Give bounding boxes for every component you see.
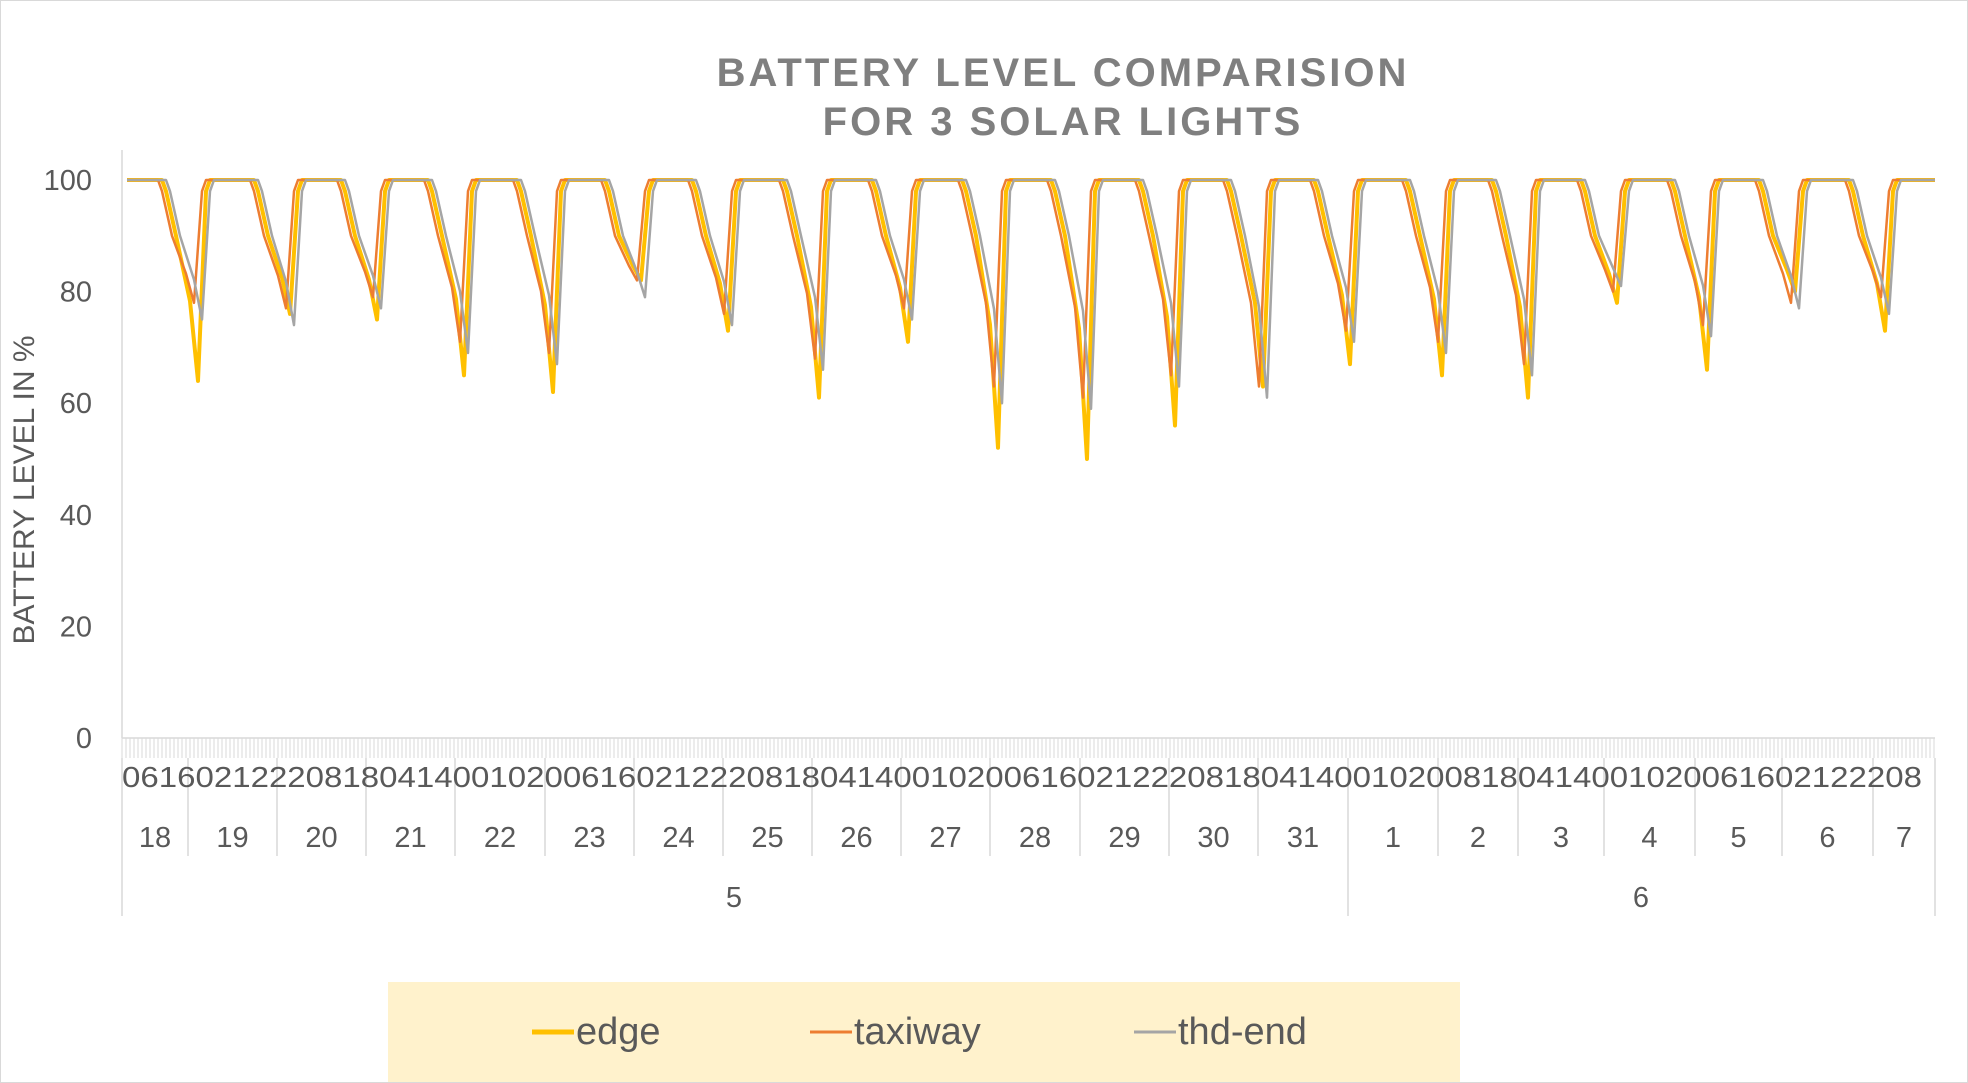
day-label: 6 — [1819, 822, 1835, 854]
series-lines — [127, 178, 1935, 461]
day-label: 26 — [840, 822, 872, 854]
day-label: 21 — [394, 822, 426, 854]
axes — [121, 150, 1936, 916]
day-label: 4 — [1641, 822, 1657, 854]
month-label: 5 — [726, 882, 742, 914]
day-label: 30 — [1197, 822, 1229, 854]
legend: edge taxiway thd-end — [532, 1011, 1307, 1053]
legend-label-thd-end: thd-end — [1178, 1011, 1307, 1053]
day-label: 3 — [1553, 822, 1569, 854]
legend-label-taxiway: taxiway — [854, 1011, 981, 1053]
day-labels: 18 19 20 21 22 23 24 25 26 27 28 29 30 31 1 2 3 4 5 6 7 — [139, 822, 1912, 854]
y-axis-ticks: 0 20 40 60 80 100 — [44, 165, 92, 755]
chart-title-line2: FOR 3 SOLAR LIGHTS — [823, 100, 1304, 144]
series-line-taxiway — [127, 178, 1935, 399]
day-label: 19 — [216, 822, 248, 854]
category-separators — [121, 758, 1936, 916]
hour-tick-marks — [121, 738, 1935, 758]
day-label: 1 — [1385, 822, 1401, 854]
hour-tick-labels: 0616021222081804140010200616021222081804… — [122, 762, 1922, 794]
y-tick-label: 80 — [60, 277, 92, 309]
day-label: 22 — [484, 822, 516, 854]
chart-title-line1: BATTERY LEVEL COMPARISION — [717, 51, 1410, 95]
day-label: 24 — [662, 822, 694, 854]
y-axis-title: BATTERY LEVEL IN % — [8, 335, 41, 644]
series-line-thd-end — [127, 178, 1935, 411]
y-tick-label: 40 — [60, 500, 92, 532]
y-tick-label: 0 — [76, 723, 92, 755]
day-label: 28 — [1019, 822, 1051, 854]
y-tick-label: 100 — [44, 165, 92, 197]
day-label: 5 — [1730, 822, 1746, 854]
y-tick-label: 20 — [60, 611, 92, 643]
day-label: 27 — [929, 822, 961, 854]
day-label: 29 — [1108, 822, 1140, 854]
day-label: 23 — [573, 822, 605, 854]
y-tick-label: 60 — [60, 388, 92, 420]
day-label: 2 — [1470, 822, 1486, 854]
series-line-edge — [127, 178, 1935, 461]
day-label: 7 — [1896, 822, 1912, 854]
day-label: 18 — [139, 822, 171, 854]
month-label: 6 — [1633, 882, 1649, 914]
day-label: 25 — [751, 822, 783, 854]
legend-label-edge: edge — [576, 1011, 661, 1053]
day-label: 31 — [1287, 822, 1319, 854]
day-label: 20 — [305, 822, 337, 854]
